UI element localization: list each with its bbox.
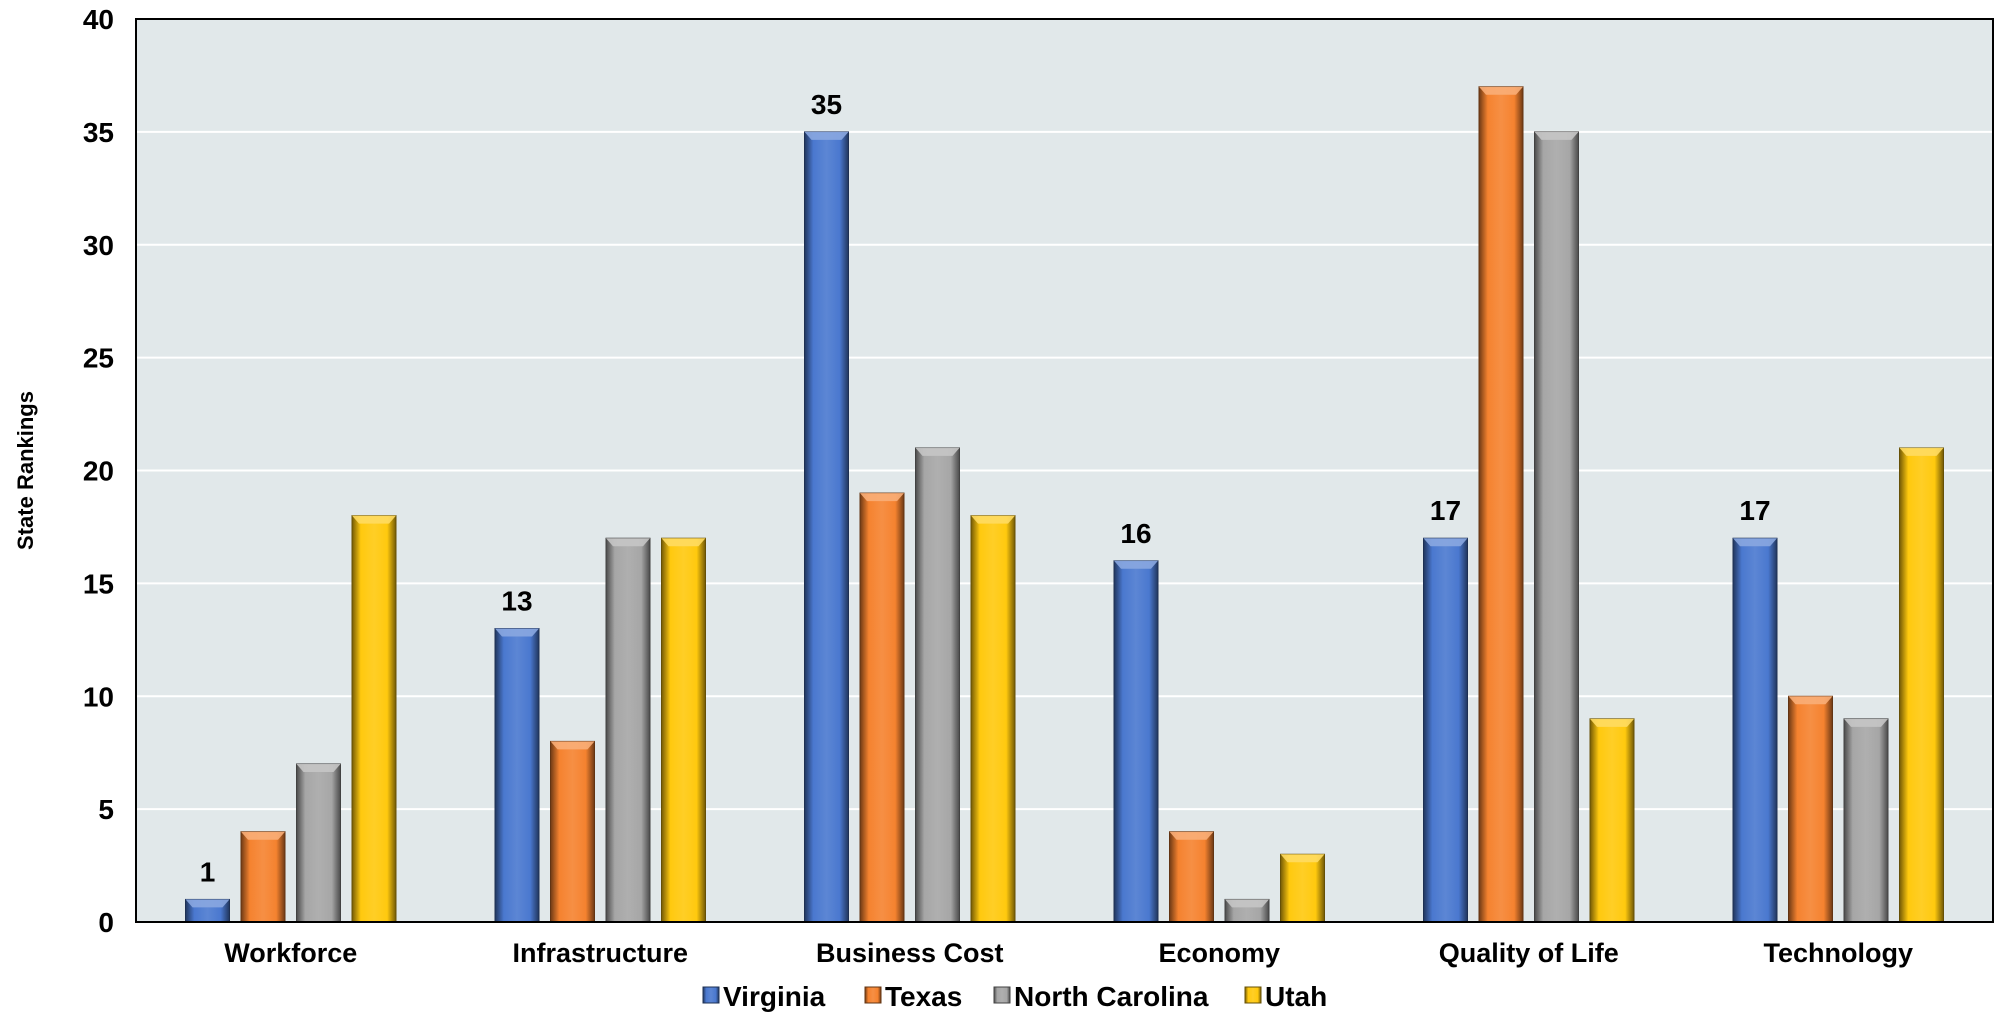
- bar-utah-workforce: [351, 515, 397, 923]
- y-tick-label: 40: [83, 4, 114, 35]
- legend-item-utah: Utah: [1244, 981, 1327, 1012]
- legend-swatch: [993, 986, 1011, 1004]
- legend-label: Utah: [1265, 981, 1327, 1012]
- x-category-label: Technology: [1763, 938, 1913, 968]
- y-axis-ticks: 0 5 10 15 20 25 30 35 40: [83, 4, 114, 938]
- bar-utah-quality-of-life: [1589, 718, 1635, 923]
- bar-utah-technology: [1899, 447, 1944, 923]
- bar-north-carolina-business-cost: [915, 447, 960, 923]
- legend-label: Virginia: [723, 981, 826, 1012]
- legend-swatch: [702, 986, 720, 1004]
- legend-label: North Carolina: [1014, 981, 1209, 1012]
- x-axis-categories: Workforce Infrastructure Business Cost Econ…: [224, 938, 1913, 968]
- bar-virginia-business-cost: [804, 131, 849, 923]
- legend-item-texas: Texas: [864, 981, 962, 1012]
- data-label: 13: [501, 586, 532, 617]
- bar-texas-business-cost: [859, 492, 905, 923]
- y-tick-label: 15: [83, 568, 114, 599]
- bar-utah-business-cost: [970, 515, 1016, 923]
- bar-texas-technology: [1788, 695, 1833, 923]
- bar-utah-infrastructure: [661, 537, 706, 923]
- y-tick-label: 35: [83, 117, 114, 148]
- y-tick-label: 20: [83, 456, 114, 487]
- legend-swatch: [864, 986, 882, 1004]
- x-category-label: Infrastructure: [512, 938, 688, 968]
- plot-frame: [135, 18, 1994, 923]
- y-axis-title: State Rankings: [13, 391, 38, 550]
- data-label: 35: [811, 89, 842, 120]
- bar-virginia-economy: [1113, 560, 1159, 923]
- bar-north-carolina-economy: [1224, 898, 1270, 923]
- bars: [185, 86, 1944, 923]
- bar-utah-economy: [1280, 853, 1325, 923]
- bar-north-carolina-quality-of-life: [1534, 131, 1579, 923]
- data-labels: 1 13 35 16 17 17: [200, 89, 1771, 888]
- data-label: 16: [1120, 518, 1151, 549]
- x-category-label: Economy: [1158, 938, 1280, 968]
- x-category-label: Business Cost: [816, 938, 1004, 968]
- bar-virginia-infrastructure: [494, 628, 540, 923]
- bar-north-carolina-technology: [1843, 718, 1889, 923]
- y-tick-label: 5: [98, 794, 114, 825]
- bar-virginia-workforce: [185, 898, 230, 923]
- x-category-label: Quality of Life: [1439, 938, 1619, 968]
- gridlines: [136, 130, 1993, 811]
- y-tick-label: 10: [83, 681, 114, 712]
- bar-texas-quality-of-life: [1478, 86, 1524, 923]
- bar-virginia-quality-of-life: [1423, 537, 1468, 923]
- bar-north-carolina-workforce: [296, 763, 341, 923]
- data-label: 17: [1430, 495, 1461, 526]
- legend-item-north-carolina: North Carolina: [993, 981, 1209, 1012]
- y-tick-label: 30: [83, 230, 114, 261]
- bar-texas-infrastructure: [550, 740, 595, 923]
- data-label: 17: [1739, 495, 1770, 526]
- data-label: 1: [200, 856, 216, 887]
- bar-north-carolina-infrastructure: [605, 537, 651, 923]
- legend-item-virginia: Virginia: [702, 981, 826, 1012]
- legend-label: Texas: [885, 981, 962, 1012]
- x-category-label: Workforce: [224, 938, 357, 968]
- legend-swatch: [1244, 986, 1262, 1004]
- y-tick-label: 25: [83, 343, 114, 374]
- y-tick-label: 0: [98, 907, 114, 938]
- bar-virginia-technology: [1732, 537, 1778, 923]
- bar-texas-economy: [1169, 831, 1214, 923]
- bar-texas-workforce: [240, 831, 286, 923]
- legend: Virginia Texas North Carolina Utah: [702, 981, 1327, 1012]
